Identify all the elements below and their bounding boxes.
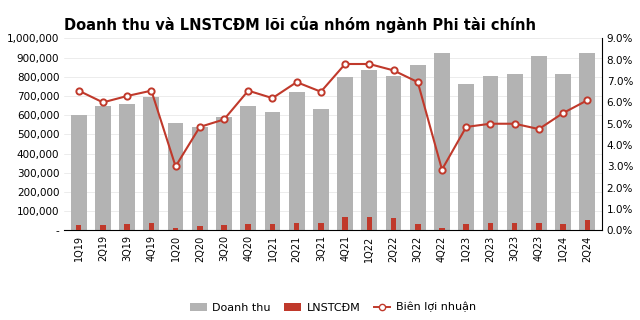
Bar xyxy=(192,127,207,230)
Bar xyxy=(173,228,179,230)
Biên lợi nhuận xyxy=(124,94,131,98)
Biên lợi nhuận xyxy=(390,68,397,72)
Biên lợi nhuận xyxy=(172,164,179,168)
Bar xyxy=(241,106,256,230)
Biên lợi nhuận xyxy=(317,90,324,94)
Biên lợi nhuận xyxy=(341,62,349,66)
Biên lợi nhuận xyxy=(196,125,204,129)
Bar xyxy=(488,223,493,230)
Biên lợi nhuận xyxy=(535,127,543,131)
Bar xyxy=(458,84,474,230)
Bar xyxy=(560,224,566,230)
Bar xyxy=(391,218,396,230)
Bar xyxy=(168,123,184,230)
Biên lợi nhuận xyxy=(220,117,228,121)
Biên lợi nhuận xyxy=(365,62,373,66)
Bar xyxy=(536,223,541,230)
Bar xyxy=(313,109,329,230)
Biên lợi nhuận xyxy=(486,122,494,126)
Bar xyxy=(100,225,106,230)
Bar xyxy=(439,228,445,230)
Bar xyxy=(410,65,426,230)
Bar xyxy=(579,53,595,230)
Biên lợi nhuận xyxy=(462,125,470,129)
Biên lợi nhuận xyxy=(414,80,422,84)
Bar xyxy=(269,224,275,230)
Bar xyxy=(124,224,130,230)
Biên lợi nhuận xyxy=(438,168,446,172)
Bar xyxy=(289,92,305,230)
Biên lợi nhuận xyxy=(75,89,83,92)
Bar xyxy=(415,224,420,230)
Bar xyxy=(507,74,522,230)
Biên lợi nhuận xyxy=(244,89,252,92)
Biên lợi nhuận xyxy=(293,80,301,84)
Biên lợi nhuận xyxy=(148,89,156,92)
Bar xyxy=(362,70,377,230)
Bar xyxy=(216,117,232,230)
Bar xyxy=(531,56,547,230)
Bar xyxy=(483,76,499,230)
Text: Doanh thu và LNSTCĐM lõi của nhóm ngành Phi tài chính: Doanh thu và LNSTCĐM lõi của nhóm ngành … xyxy=(64,16,536,33)
Biên lợi nhuận xyxy=(511,122,518,126)
Bar xyxy=(367,217,372,230)
Bar xyxy=(584,220,590,230)
Bar xyxy=(318,223,324,230)
Bar xyxy=(264,112,280,230)
Bar xyxy=(119,104,135,230)
Bar xyxy=(463,224,469,230)
Bar xyxy=(71,115,86,230)
Bar xyxy=(143,97,159,230)
Bar xyxy=(512,223,517,230)
Line: Biên lợi nhuận: Biên lợi nhuận xyxy=(76,61,591,173)
Biên lợi nhuận xyxy=(559,111,567,115)
Bar xyxy=(555,74,571,230)
Bar xyxy=(197,226,202,230)
Biên lợi nhuận xyxy=(584,98,591,102)
Biên lợi nhuận xyxy=(99,100,107,104)
Biên lợi nhuận xyxy=(269,96,276,100)
Bar xyxy=(434,53,450,230)
Legend: Doanh thu, LNSTCĐM, Biên lợi nhuận: Doanh thu, LNSTCĐM, Biên lợi nhuận xyxy=(186,298,480,317)
Bar xyxy=(148,223,154,230)
Bar xyxy=(221,225,227,230)
Bar xyxy=(294,223,300,230)
Bar xyxy=(386,76,401,230)
Bar xyxy=(246,224,251,230)
Bar xyxy=(342,217,348,230)
Bar xyxy=(95,106,111,230)
Bar xyxy=(337,77,353,230)
Bar xyxy=(76,225,81,230)
